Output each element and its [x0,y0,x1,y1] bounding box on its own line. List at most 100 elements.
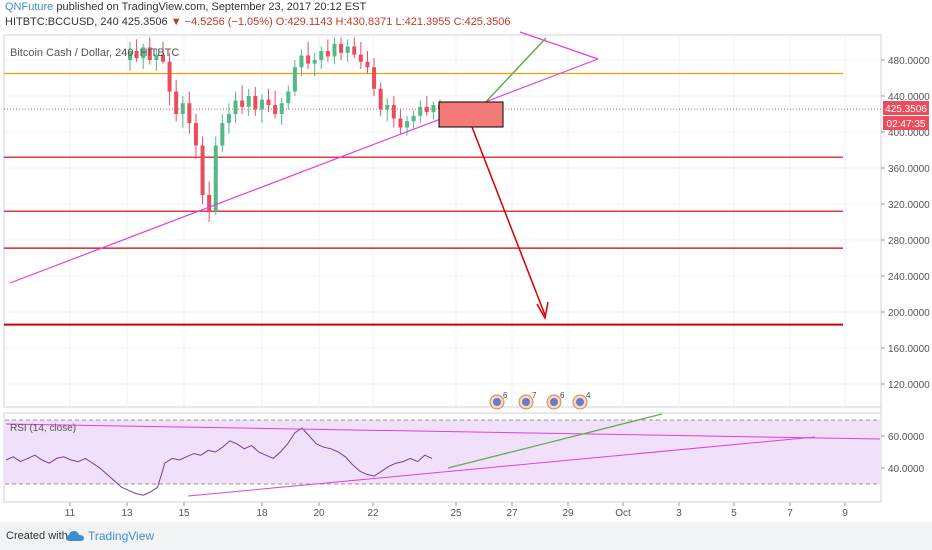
time-axis-label: 3 [676,508,682,519]
candle-body[interactable] [200,145,205,196]
time-axis-label: 20 [313,508,325,519]
candle-body[interactable] [167,61,172,92]
candle-body[interactable] [187,103,192,123]
candle-body[interactable] [352,46,357,55]
time-axis-label: 9 [842,508,848,519]
event-count: 7 [532,391,537,400]
last-price: 425.3506 [121,16,168,28]
candle-body[interactable] [273,105,278,114]
candle-body[interactable] [154,54,159,60]
tradingview-link[interactable]: TradingView [88,529,155,543]
candle-body[interactable] [332,43,337,57]
candle-body[interactable] [391,105,396,119]
candle-body[interactable] [372,67,377,89]
candle-body[interactable] [207,195,212,212]
rsi-label: RSI (14, close) [10,423,76,434]
candle-body[interactable] [325,51,330,57]
candle-body[interactable] [312,60,317,64]
time-axis-label: 18 [256,508,268,519]
candle-body[interactable] [134,51,139,59]
price-change: ▼ −4.5256 (−1.05%) [170,16,273,28]
event-count: 6 [503,391,508,400]
candle-body[interactable] [193,123,198,146]
price-axis-label: 320.0000 [888,200,930,211]
price-axis-label: 120.0000 [888,380,930,391]
chart-title: Bitcoin Cash / Dollar, 240, HITBTC [10,47,179,59]
candle-body[interactable] [345,46,350,53]
candle-body[interactable] [418,106,423,116]
chart-canvas[interactable]: 120.0000 160.0000 200.0000 240.0000 280.0000… [0,0,932,520]
candle-body[interactable] [339,43,344,53]
candle-body[interactable] [220,123,225,146]
rsi-series-line[interactable] [5,427,433,496]
rsi-axis-label: 40.0000 [888,464,925,475]
time-axis-label: 5 [731,508,737,519]
candle-body[interactable] [424,106,429,113]
candle-body[interactable] [411,115,416,122]
candle-body[interactable] [213,145,218,212]
projection-green-line[interactable] [481,37,547,107]
candle-body[interactable] [365,61,370,68]
rsi-band [5,420,880,484]
time-axis-label: 27 [506,508,518,519]
candle-body[interactable] [160,54,165,62]
candle-body[interactable] [378,88,383,110]
candle-body[interactable] [233,100,238,115]
time-axis-label: 25 [450,508,462,519]
event-count: 4 [586,391,591,400]
candle-body[interactable] [279,103,284,114]
price-badge-bg [883,101,929,115]
countdown-badge-bg [883,116,929,130]
candle-body[interactable] [319,51,324,60]
time-axis-label: 15 [178,508,190,519]
price-badge: 425.3506 [885,104,927,115]
target-arrow-head [536,301,549,321]
price-axis-label: 440.0000 [888,92,930,103]
symbol-label: HITBTC:BCCUSD, 240 [5,16,119,28]
candle-body[interactable] [306,55,311,64]
candle-body[interactable] [253,96,258,110]
rsi-green-line[interactable] [447,413,663,469]
candle-body[interactable] [358,54,363,62]
publish-header: QNFuture published on TradingView.com, S… [5,1,366,13]
event-flag-inner [550,398,558,406]
candle-body[interactable] [266,99,271,105]
rsi-lower-trendline[interactable] [187,436,816,497]
price-pane[interactable] [3,34,882,408]
published-text: published on TradingView.com, September … [56,1,367,13]
candle-body[interactable] [226,114,231,123]
event-flag-inner [522,398,530,406]
candle-body[interactable] [246,96,251,107]
candle-body[interactable] [431,105,436,113]
candle-body[interactable] [405,121,410,128]
candle-body[interactable] [398,118,403,128]
breakdown-zone-box[interactable] [438,101,504,128]
target-arrow-line[interactable] [471,126,546,316]
upper-wedge-line[interactable] [519,31,599,60]
time-axis-label: 13 [121,508,133,519]
ascending-trendline[interactable] [9,58,599,284]
candle-body[interactable] [292,67,297,92]
time-axis-label: 29 [562,508,574,519]
candle-body[interactable] [286,91,291,104]
candle-body[interactable] [128,51,132,60]
price-axis-label: 480.0000 [888,56,930,67]
ohlc-values: O:429.1143 H:430.8371 L:421.3955 C:425.3… [275,16,511,28]
symbol-header: HITBTC:BCCUSD, 240 425.3506 ▼ −4.5256 (−… [5,16,510,28]
price-axis-label: 160.0000 [888,344,930,355]
candle-body[interactable] [174,91,179,115]
author-link[interactable]: QNFuture [5,1,54,13]
time-axis-label: 22 [367,508,379,519]
candle-body[interactable] [147,47,152,60]
time-axis-label: Oct [615,508,631,519]
candle-body[interactable] [385,105,390,110]
candle-body[interactable] [240,100,245,107]
rsi-upper-trendline[interactable] [5,423,881,440]
candle-body[interactable] [299,55,304,68]
candle-body[interactable] [259,99,264,110]
countdown-badge: 02:47:35 [887,119,926,130]
price-axis-label: 360.0000 [888,164,930,175]
candle-body[interactable] [180,103,185,114]
candle-body[interactable] [141,47,146,59]
